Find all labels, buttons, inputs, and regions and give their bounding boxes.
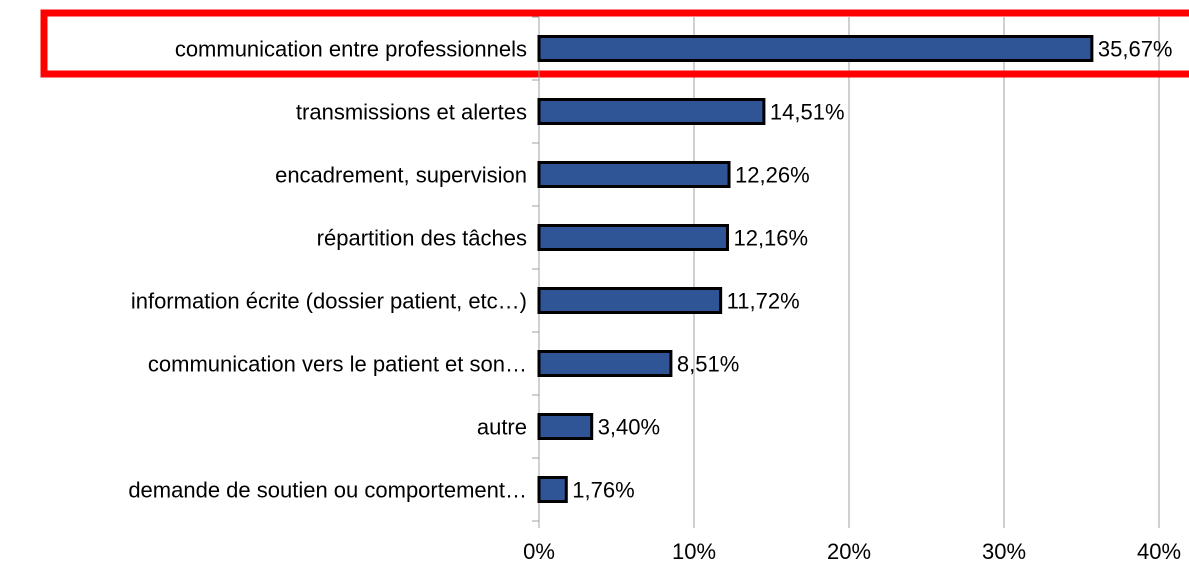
x-tick-label: 30% (982, 539, 1026, 564)
y-tick-label: information écrite (dossier patient, etc… (131, 288, 527, 313)
y-tick-label: encadrement, supervision (275, 162, 527, 187)
y-tick-label: communication entre professionnels (175, 36, 527, 61)
x-tick-label: 20% (827, 539, 871, 564)
value-label: 3,40% (598, 414, 660, 439)
bar (537, 476, 568, 503)
value-label: 35,67% (1098, 36, 1173, 61)
value-label: 8,51% (677, 351, 739, 376)
y-tick-label: autre (477, 414, 527, 439)
value-label: 12,16% (733, 225, 808, 250)
x-tick-label: 0% (523, 539, 555, 564)
y-tick-label: communication vers le patient et son… (148, 351, 527, 376)
value-label: 12,26% (735, 162, 810, 187)
bar (537, 35, 1094, 62)
value-label: 11,72% (727, 288, 800, 313)
bar (537, 224, 729, 251)
x-tick-label: 10% (672, 539, 716, 564)
y-tick-label: transmissions et alertes (296, 99, 527, 124)
bar (537, 98, 766, 125)
bar (537, 350, 673, 377)
y-tick-label: répartition des tâches (317, 225, 527, 250)
value-label: 1,76% (572, 477, 634, 502)
x-tick-label: 40% (1137, 539, 1181, 564)
highlight-box (40, 9, 1189, 78)
y-tick-label: demande de soutien ou comportement… (128, 477, 527, 502)
value-label: 14,51% (770, 99, 845, 124)
bar (537, 287, 723, 314)
bar (537, 161, 731, 188)
bar (537, 413, 594, 440)
